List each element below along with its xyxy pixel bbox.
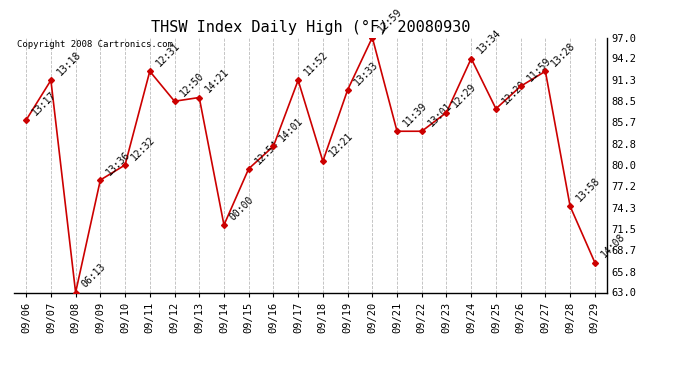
Text: 06:13: 06:13 <box>80 262 108 290</box>
Text: 14:01: 14:01 <box>277 116 306 144</box>
Text: 13:36: 13:36 <box>104 149 132 177</box>
Text: 12:59: 12:59 <box>377 7 404 35</box>
Text: 13:17: 13:17 <box>30 89 58 117</box>
Text: 13:34: 13:34 <box>475 28 503 56</box>
Text: 14:08: 14:08 <box>599 232 627 260</box>
Text: 12:20: 12:20 <box>500 78 528 106</box>
Title: THSW Index Daily High (°F) 20080930: THSW Index Daily High (°F) 20080930 <box>151 20 470 35</box>
Text: 13:01: 13:01 <box>426 100 454 129</box>
Text: 14:21: 14:21 <box>204 67 231 95</box>
Text: 13:28: 13:28 <box>549 40 578 69</box>
Text: 12:29: 12:29 <box>451 82 478 110</box>
Text: 13:33: 13:33 <box>352 59 380 87</box>
Text: 12:50: 12:50 <box>179 70 206 99</box>
Text: 11:39: 11:39 <box>401 100 429 129</box>
Text: 13:58: 13:58 <box>574 176 602 204</box>
Text: 12:31: 12:31 <box>154 40 181 69</box>
Text: 12:21: 12:21 <box>327 130 355 159</box>
Text: Copyright 2008 Cartronics.com: Copyright 2008 Cartronics.com <box>17 40 172 49</box>
Text: 13:18: 13:18 <box>55 50 83 78</box>
Text: 00:00: 00:00 <box>228 194 256 222</box>
Text: 12:32: 12:32 <box>129 134 157 162</box>
Text: 11:52: 11:52 <box>302 50 330 78</box>
Text: 12:54: 12:54 <box>253 138 281 166</box>
Text: 11:59: 11:59 <box>525 56 553 84</box>
